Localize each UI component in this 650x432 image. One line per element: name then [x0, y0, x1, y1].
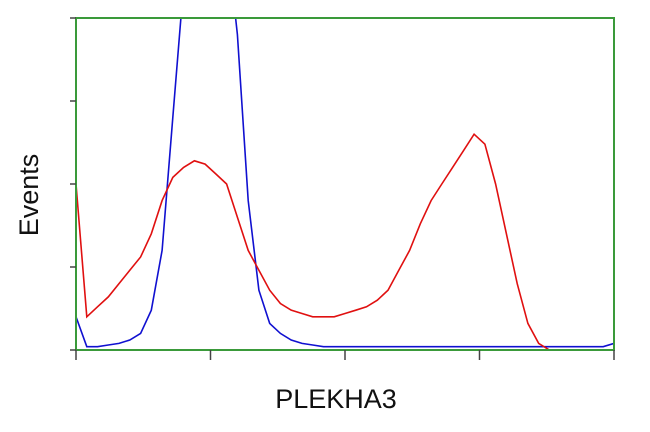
- series-line: [76, 132, 614, 350]
- plot-area: [76, 18, 614, 350]
- series-line: [76, 18, 614, 348]
- y-axis-label: Events: [14, 154, 44, 237]
- x-axis-label: PLEKHA3: [275, 384, 397, 414]
- plot-frame: [75, 17, 615, 351]
